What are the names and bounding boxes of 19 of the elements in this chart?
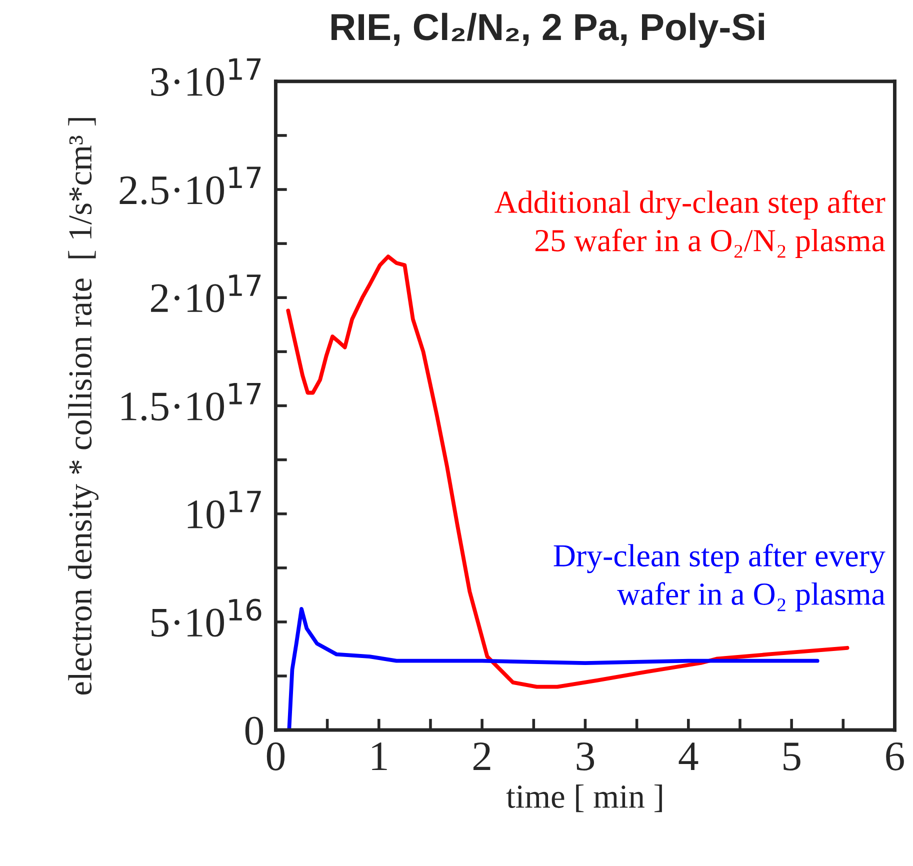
y-tick-label: 2·10$^{17}$ [151,274,261,312]
x-tick-label: 0 [266,742,285,770]
y-tick-label: 5·10$^{16}$ [152,598,262,637]
x-tick-label: 5 [784,742,800,770]
y-tick-label: 10$^{17}$ [188,490,261,528]
x-tick-label: 2 [473,742,490,770]
y-tick-label: 2.5·10$^{17}$ [120,166,261,205]
annotation: Additional dry-clean step after 25 wafer in a O₂/N₂ plasma [494,190,886,258]
y-tick-label: 0 [245,716,264,745]
y-axis-title: electron density * collision rate [ 1/s*cm³ ] [68,118,99,695]
y-tick-label: 3·10$^{17}$ [151,58,261,96]
y-tick-label: 1.5·10$^{17}$ [122,382,261,421]
annotation: Dry-clean step after every wafer in a O₂ plasma [554,544,886,612]
x-tick-label: 4 [678,742,698,770]
x-tick-label: 3 [576,742,594,770]
x-axis-title: time [ min ] [506,784,662,812]
chart-title: RIE, Cl₂/N₂, 2 Pa, Poly-Si [332,12,764,48]
x-tick-label: 6 [886,742,904,770]
x-tick-label: 1 [372,742,387,770]
